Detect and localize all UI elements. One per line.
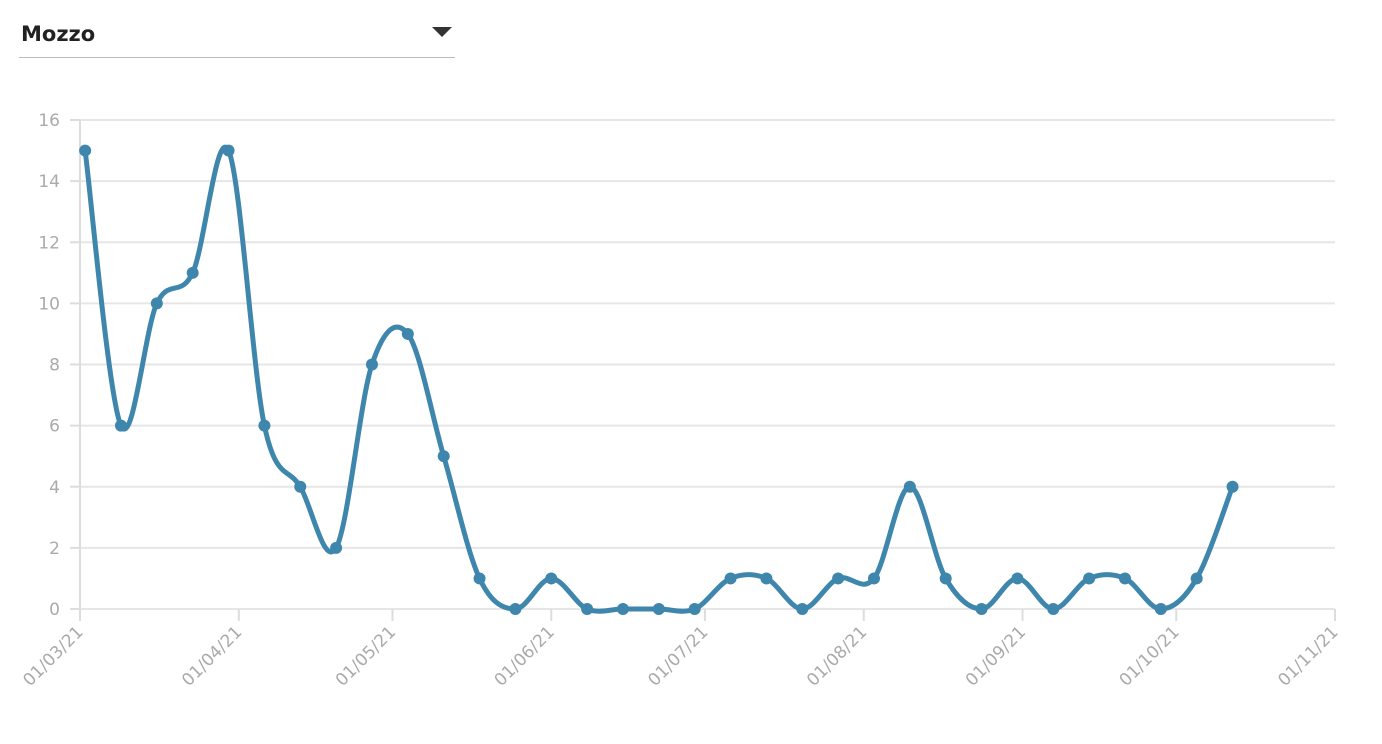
point — [1047, 603, 1060, 615]
point — [867, 572, 880, 585]
dropdown[interactable]: Mozzo — [19, 14, 455, 58]
point — [186, 266, 199, 279]
y-tick-label: 0 — [49, 600, 60, 620]
point — [1011, 572, 1024, 585]
x-tick-label: 01/08/21 — [803, 622, 871, 690]
point — [545, 572, 558, 585]
point — [509, 603, 522, 615]
point — [724, 572, 737, 585]
point — [330, 541, 343, 554]
y-tick-label: 12 — [38, 233, 60, 253]
x-tick-label: 01/07/21 — [644, 622, 712, 690]
x-tick-label: 01/10/21 — [1116, 622, 1184, 690]
point — [114, 419, 127, 432]
x-tick-label: 01/09/21 — [962, 622, 1030, 690]
y-tick-label: 2 — [49, 539, 60, 559]
point — [1190, 572, 1203, 585]
x-tick-label: 01/04/21 — [178, 622, 246, 690]
line — [82, 144, 1235, 614]
x-tick-label: 01/03/21 — [19, 622, 87, 690]
point — [832, 572, 845, 585]
point — [437, 450, 450, 463]
point — [1154, 603, 1167, 615]
y-tick-label: 14 — [38, 172, 60, 192]
point — [473, 572, 486, 585]
x-tick-label: 01/05/21 — [332, 622, 400, 690]
y-tick-label: 6 — [49, 417, 60, 437]
point — [1226, 480, 1239, 493]
point — [401, 327, 414, 340]
x-tick-label: 01/06/21 — [491, 622, 559, 690]
point — [939, 572, 952, 585]
point — [222, 144, 235, 157]
point — [975, 603, 988, 615]
point — [688, 603, 701, 615]
point — [150, 297, 163, 310]
x-tick-label: 01/11/21 — [1274, 622, 1342, 690]
point — [616, 603, 629, 615]
dropdown-label: Mozzo — [21, 22, 96, 46]
point — [294, 480, 307, 493]
y-tick-label: 10 — [38, 294, 60, 314]
point — [1083, 572, 1096, 585]
point — [581, 603, 594, 615]
point — [1118, 572, 1131, 585]
point — [365, 358, 378, 371]
point — [652, 603, 665, 615]
point — [760, 572, 773, 585]
y-tick-label: 4 — [49, 478, 60, 498]
dropdown-arrow — [432, 27, 452, 37]
point — [258, 419, 271, 432]
y-tick-label: 8 — [49, 356, 60, 376]
point — [903, 480, 916, 493]
point — [79, 144, 92, 157]
y-tick-label: 16 — [38, 111, 60, 131]
point — [796, 603, 809, 615]
